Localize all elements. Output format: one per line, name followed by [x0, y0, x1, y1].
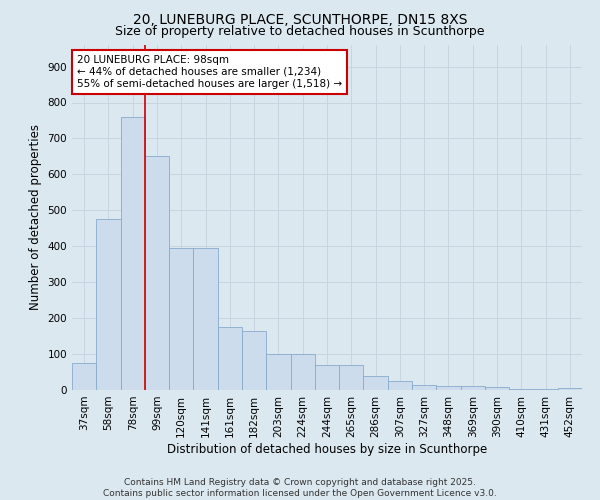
Text: Contains HM Land Registry data © Crown copyright and database right 2025.
Contai: Contains HM Land Registry data © Crown c…	[103, 478, 497, 498]
Bar	[388, 381, 412, 390]
Text: 20 LUNEBURG PLACE: 98sqm
← 44% of detached houses are smaller (1,234)
55% of sem: 20 LUNEBURG PLACE: 98sqm ← 44% of detach…	[77, 56, 342, 88]
Bar	[412, 386, 436, 390]
Y-axis label: Number of detached properties: Number of detached properties	[29, 124, 42, 310]
X-axis label: Distribution of detached houses by size in Scunthorpe: Distribution of detached houses by size …	[167, 442, 487, 456]
Bar	[193, 248, 218, 390]
Bar	[242, 330, 266, 390]
Bar	[72, 363, 96, 390]
Bar	[290, 354, 315, 390]
Bar	[339, 365, 364, 390]
Bar	[266, 354, 290, 390]
Text: 20, LUNEBURG PLACE, SCUNTHORPE, DN15 8XS: 20, LUNEBURG PLACE, SCUNTHORPE, DN15 8XS	[133, 12, 467, 26]
Bar	[485, 388, 509, 390]
Bar	[461, 386, 485, 390]
Bar	[96, 220, 121, 390]
Bar	[121, 117, 145, 390]
Bar	[169, 248, 193, 390]
Text: Size of property relative to detached houses in Scunthorpe: Size of property relative to detached ho…	[115, 25, 485, 38]
Bar	[315, 365, 339, 390]
Bar	[218, 327, 242, 390]
Bar	[145, 156, 169, 390]
Bar	[436, 386, 461, 390]
Bar	[558, 388, 582, 390]
Bar	[364, 376, 388, 390]
